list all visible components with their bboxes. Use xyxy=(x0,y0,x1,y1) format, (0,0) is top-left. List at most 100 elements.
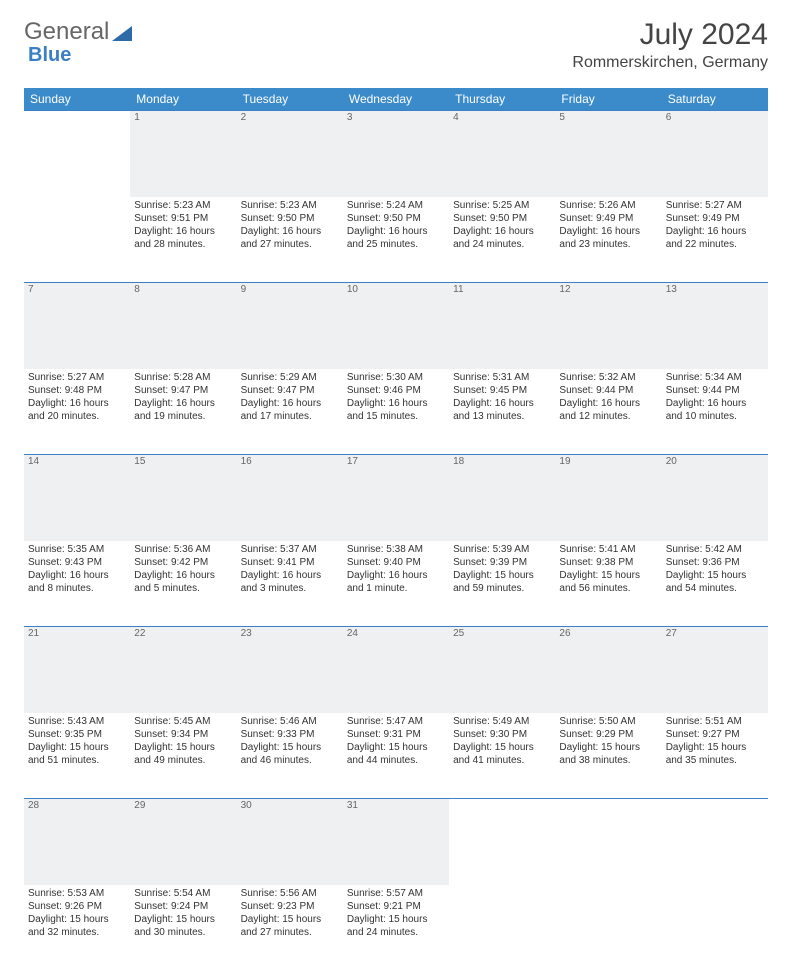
sunset-text: Sunset: 9:31 PM xyxy=(347,728,445,741)
day-number: 15 xyxy=(130,455,236,541)
sunrise-text: Sunrise: 5:38 AM xyxy=(347,543,445,556)
daylight-text: Daylight: 16 hours and 17 minutes. xyxy=(241,397,339,423)
day-cell: Sunrise: 5:39 AMSunset: 9:39 PMDaylight:… xyxy=(449,541,555,627)
daynum-row: 28293031 xyxy=(24,799,768,885)
daylight-text: Daylight: 15 hours and 59 minutes. xyxy=(453,569,551,595)
sunrise-text: Sunrise: 5:31 AM xyxy=(453,371,551,384)
daylight-text: Daylight: 16 hours and 12 minutes. xyxy=(559,397,657,423)
daylight-text: Daylight: 15 hours and 51 minutes. xyxy=(28,741,126,767)
sunrise-text: Sunrise: 5:47 AM xyxy=(347,715,445,728)
header: General July 2024 Rommerskirchen, German… xyxy=(24,18,768,72)
day-cell: Sunrise: 5:42 AMSunset: 9:36 PMDaylight:… xyxy=(662,541,768,627)
title-block: July 2024 Rommerskirchen, Germany xyxy=(572,18,768,72)
calendar-header-row: SundayMondayTuesdayWednesdayThursdayFrid… xyxy=(24,88,768,111)
sunrise-text: Sunrise: 5:45 AM xyxy=(134,715,232,728)
sunset-text: Sunset: 9:48 PM xyxy=(28,384,126,397)
day-number: 19 xyxy=(555,455,661,541)
day-number: 8 xyxy=(130,283,236,369)
sunrise-text: Sunrise: 5:27 AM xyxy=(28,371,126,384)
sunset-text: Sunset: 9:44 PM xyxy=(559,384,657,397)
day-number: 11 xyxy=(449,283,555,369)
day-number: 30 xyxy=(237,799,343,885)
sunset-text: Sunset: 9:35 PM xyxy=(28,728,126,741)
day-cell: Sunrise: 5:57 AMSunset: 9:21 PMDaylight:… xyxy=(343,885,449,971)
day-cell: Sunrise: 5:28 AMSunset: 9:47 PMDaylight:… xyxy=(130,369,236,455)
daylight-text: Daylight: 16 hours and 5 minutes. xyxy=(134,569,232,595)
sunrise-text: Sunrise: 5:42 AM xyxy=(666,543,764,556)
logo-text-blue: Blue xyxy=(28,44,71,67)
sunset-text: Sunset: 9:27 PM xyxy=(666,728,764,741)
day-number: 22 xyxy=(130,627,236,713)
sunrise-text: Sunrise: 5:32 AM xyxy=(559,371,657,384)
day-number: 4 xyxy=(449,111,555,197)
sunrise-text: Sunrise: 5:39 AM xyxy=(453,543,551,556)
day-number: 24 xyxy=(343,627,449,713)
day-number: 31 xyxy=(343,799,449,885)
day-number xyxy=(662,799,768,885)
day-number: 5 xyxy=(555,111,661,197)
daylight-text: Daylight: 16 hours and 27 minutes. xyxy=(241,225,339,251)
day-cell: Sunrise: 5:51 AMSunset: 9:27 PMDaylight:… xyxy=(662,713,768,799)
daylight-text: Daylight: 16 hours and 23 minutes. xyxy=(559,225,657,251)
daylight-text: Daylight: 16 hours and 8 minutes. xyxy=(28,569,126,595)
sunrise-text: Sunrise: 5:23 AM xyxy=(134,199,232,212)
daylight-text: Daylight: 15 hours and 49 minutes. xyxy=(134,741,232,767)
day-cell: Sunrise: 5:31 AMSunset: 9:45 PMDaylight:… xyxy=(449,369,555,455)
day-number: 17 xyxy=(343,455,449,541)
day-number: 14 xyxy=(24,455,130,541)
daylight-text: Daylight: 16 hours and 22 minutes. xyxy=(666,225,764,251)
sunset-text: Sunset: 9:38 PM xyxy=(559,556,657,569)
daylight-text: Daylight: 15 hours and 54 minutes. xyxy=(666,569,764,595)
day-cell: Sunrise: 5:36 AMSunset: 9:42 PMDaylight:… xyxy=(130,541,236,627)
day-number: 3 xyxy=(343,111,449,197)
sunrise-text: Sunrise: 5:34 AM xyxy=(666,371,764,384)
sunset-text: Sunset: 9:26 PM xyxy=(28,900,126,913)
day-cell: Sunrise: 5:41 AMSunset: 9:38 PMDaylight:… xyxy=(555,541,661,627)
day-number: 2 xyxy=(237,111,343,197)
day-cell: Sunrise: 5:47 AMSunset: 9:31 PMDaylight:… xyxy=(343,713,449,799)
sunrise-text: Sunrise: 5:36 AM xyxy=(134,543,232,556)
sunset-text: Sunset: 9:33 PM xyxy=(241,728,339,741)
sunrise-text: Sunrise: 5:23 AM xyxy=(241,199,339,212)
day-cell: Sunrise: 5:32 AMSunset: 9:44 PMDaylight:… xyxy=(555,369,661,455)
day-cell xyxy=(449,885,555,971)
day-cell: Sunrise: 5:34 AMSunset: 9:44 PMDaylight:… xyxy=(662,369,768,455)
sunrise-text: Sunrise: 5:30 AM xyxy=(347,371,445,384)
logo-text-general: General xyxy=(24,18,109,46)
day-cell: Sunrise: 5:46 AMSunset: 9:33 PMDaylight:… xyxy=(237,713,343,799)
day-number: 23 xyxy=(237,627,343,713)
day-cell: Sunrise: 5:43 AMSunset: 9:35 PMDaylight:… xyxy=(24,713,130,799)
calendar-body: 123456Sunrise: 5:23 AMSunset: 9:51 PMDay… xyxy=(24,111,768,971)
sunset-text: Sunset: 9:24 PM xyxy=(134,900,232,913)
sunset-text: Sunset: 9:44 PM xyxy=(666,384,764,397)
day-number: 29 xyxy=(130,799,236,885)
day-cell: Sunrise: 5:53 AMSunset: 9:26 PMDaylight:… xyxy=(24,885,130,971)
daylight-text: Daylight: 16 hours and 15 minutes. xyxy=(347,397,445,423)
day-number: 12 xyxy=(555,283,661,369)
logo-triangle-icon xyxy=(112,23,132,41)
sunset-text: Sunset: 9:51 PM xyxy=(134,212,232,225)
day-cell: Sunrise: 5:54 AMSunset: 9:24 PMDaylight:… xyxy=(130,885,236,971)
daylight-text: Daylight: 16 hours and 19 minutes. xyxy=(134,397,232,423)
daylight-text: Daylight: 15 hours and 27 minutes. xyxy=(241,913,339,939)
day-number: 9 xyxy=(237,283,343,369)
day-cell: Sunrise: 5:27 AMSunset: 9:48 PMDaylight:… xyxy=(24,369,130,455)
sunset-text: Sunset: 9:47 PM xyxy=(134,384,232,397)
daylight-text: Daylight: 16 hours and 1 minute. xyxy=(347,569,445,595)
daynum-row: 21222324252627 xyxy=(24,627,768,713)
day-header: Thursday xyxy=(449,88,555,111)
month-title: July 2024 xyxy=(572,18,768,52)
day-number xyxy=(449,799,555,885)
day-number: 10 xyxy=(343,283,449,369)
day-cell: Sunrise: 5:50 AMSunset: 9:29 PMDaylight:… xyxy=(555,713,661,799)
location: Rommerskirchen, Germany xyxy=(572,54,768,72)
sunrise-text: Sunrise: 5:46 AM xyxy=(241,715,339,728)
sunrise-text: Sunrise: 5:51 AM xyxy=(666,715,764,728)
sunset-text: Sunset: 9:36 PM xyxy=(666,556,764,569)
sunrise-text: Sunrise: 5:27 AM xyxy=(666,199,764,212)
sunset-text: Sunset: 9:47 PM xyxy=(241,384,339,397)
calendar-table: SundayMondayTuesdayWednesdayThursdayFrid… xyxy=(24,88,768,971)
day-cell: Sunrise: 5:26 AMSunset: 9:49 PMDaylight:… xyxy=(555,197,661,283)
sunrise-text: Sunrise: 5:25 AM xyxy=(453,199,551,212)
day-cell: Sunrise: 5:56 AMSunset: 9:23 PMDaylight:… xyxy=(237,885,343,971)
